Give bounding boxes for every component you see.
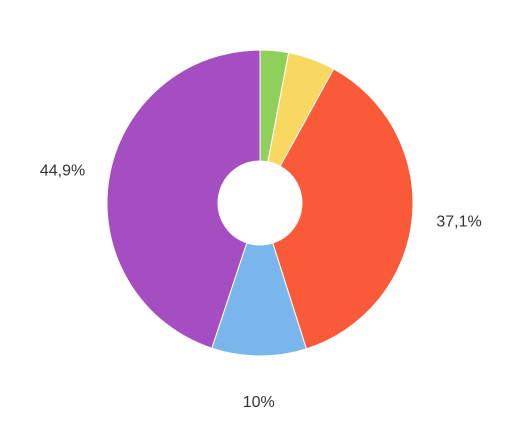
donut-slice	[211, 242, 307, 357]
data-label: 37,1%	[436, 214, 481, 231]
donut-slice	[106, 49, 261, 349]
data-label: 10%	[243, 394, 275, 411]
data-label: 44,9%	[40, 162, 85, 179]
donut-slice	[272, 68, 414, 350]
